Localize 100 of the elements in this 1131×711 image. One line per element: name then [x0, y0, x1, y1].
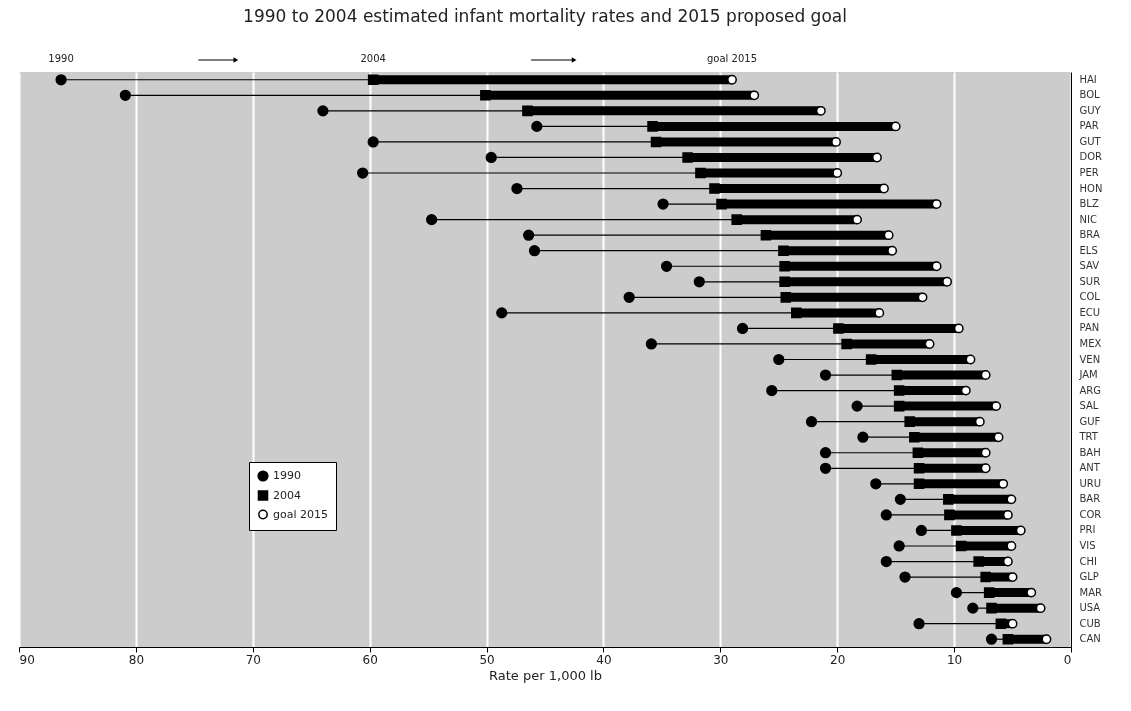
point	[852, 214, 863, 225]
text: goal 2015	[707, 53, 758, 64]
point	[831, 137, 841, 147]
y-tick-label: PAN	[1079, 322, 1100, 334]
x-tick-label: 70	[245, 652, 261, 667]
point	[915, 524, 928, 537]
point	[736, 322, 749, 335]
point	[880, 509, 892, 521]
point	[1041, 634, 1052, 645]
point	[909, 431, 920, 443]
point	[819, 462, 832, 474]
point	[528, 245, 541, 257]
y-tick-label: PRI	[1079, 524, 1096, 536]
point	[944, 509, 955, 521]
point	[425, 214, 438, 226]
point	[874, 307, 885, 318]
y-tick-label: HAI	[1079, 73, 1097, 85]
point	[480, 90, 491, 101]
y-tick-label: CAN	[1079, 633, 1101, 645]
y-tick-label: NIC	[1079, 213, 1097, 225]
y-tick-label: URU	[1079, 477, 1102, 489]
point	[623, 291, 635, 303]
point	[317, 105, 329, 117]
point	[709, 183, 720, 194]
point	[879, 183, 889, 194]
y-tick-label: MAR	[1079, 586, 1102, 598]
point	[880, 555, 892, 568]
point	[872, 152, 882, 163]
y-tick-label: CHI	[1079, 555, 1097, 567]
point	[773, 353, 785, 366]
y-tick-label: BAR	[1079, 493, 1101, 505]
point	[727, 74, 737, 85]
y-tick-label: SAV	[1079, 260, 1100, 272]
point	[983, 587, 995, 598]
y-tick-label: CUB	[1079, 617, 1101, 629]
point	[851, 400, 863, 412]
point	[119, 89, 131, 101]
point	[645, 338, 657, 350]
point	[657, 198, 669, 210]
y-tick-label: ELS	[1079, 244, 1098, 256]
y-tick-label: SUR	[1079, 275, 1101, 287]
y-tick-label: GUY	[1079, 104, 1102, 116]
point	[55, 74, 67, 86]
point	[967, 602, 979, 614]
point	[760, 229, 772, 241]
point	[891, 369, 903, 381]
point	[991, 401, 1002, 412]
y-tick-label: JAM	[1078, 369, 1098, 381]
legend-label: 2004	[273, 488, 301, 502]
point	[913, 462, 925, 474]
point	[357, 167, 369, 179]
x-tick-label: 20	[830, 652, 846, 667]
point	[887, 245, 898, 256]
x-tick-label: 30	[713, 652, 729, 667]
point	[955, 540, 967, 552]
point	[995, 618, 1007, 629]
point	[857, 431, 869, 443]
point	[1026, 587, 1037, 598]
point	[998, 478, 1009, 489]
x-tick-label: 60	[362, 652, 378, 667]
y-tick-label: VEN	[1079, 353, 1101, 365]
y-tick-label: ANT	[1079, 462, 1101, 474]
x-axis-title: Rate per 1,000 lb	[489, 667, 602, 683]
point	[894, 493, 906, 505]
point	[1035, 603, 1046, 614]
point	[899, 571, 911, 583]
point	[913, 478, 925, 490]
point	[819, 369, 832, 381]
point	[904, 416, 915, 427]
x-tick-label: 80	[128, 652, 145, 667]
y-tick-label: BRA	[1079, 229, 1100, 241]
y-tick-label: GLP	[1079, 571, 1099, 583]
point	[819, 447, 832, 459]
legend-label: goal 2015	[273, 507, 328, 521]
y-tick-label: MEX	[1079, 337, 1102, 349]
y-tick-label: USA	[1079, 602, 1101, 614]
x-tick-label: 90	[19, 652, 35, 667]
point	[841, 338, 852, 350]
point	[951, 525, 962, 536]
point	[985, 633, 998, 645]
point	[766, 384, 778, 397]
point	[832, 168, 843, 178]
point	[791, 307, 802, 319]
point	[805, 416, 818, 428]
y-tick-label: COL	[1079, 291, 1101, 303]
point	[780, 292, 792, 303]
y-tick-label: COR	[1079, 508, 1102, 520]
point	[749, 90, 760, 101]
y-tick-label: TRT	[1078, 431, 1099, 443]
point	[942, 494, 954, 505]
x-tick-label: 40	[596, 652, 612, 667]
point	[485, 151, 497, 164]
point	[695, 167, 706, 179]
text: 1990	[48, 53, 74, 64]
point	[980, 571, 991, 583]
point	[650, 136, 662, 148]
point	[647, 121, 658, 132]
text: 2004	[360, 53, 386, 64]
point	[716, 198, 727, 210]
point	[931, 261, 942, 272]
